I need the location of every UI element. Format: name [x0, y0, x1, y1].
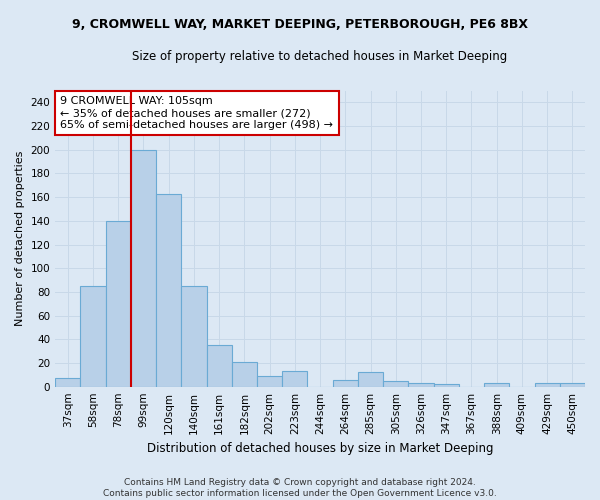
- Bar: [206, 345, 232, 387]
- Bar: [181, 286, 206, 386]
- Bar: [282, 372, 307, 386]
- Text: 9 CROMWELL WAY: 105sqm
← 35% of detached houses are smaller (272)
65% of semi-de: 9 CROMWELL WAY: 105sqm ← 35% of detached…: [61, 96, 334, 130]
- Bar: [358, 372, 383, 386]
- Bar: [383, 381, 409, 386]
- Bar: [156, 194, 181, 386]
- Bar: [484, 383, 509, 386]
- Bar: [232, 362, 257, 386]
- Bar: [131, 150, 156, 386]
- Text: Contains HM Land Registry data © Crown copyright and database right 2024.
Contai: Contains HM Land Registry data © Crown c…: [103, 478, 497, 498]
- Bar: [106, 221, 131, 386]
- Bar: [560, 383, 585, 386]
- Bar: [55, 378, 80, 386]
- Y-axis label: Number of detached properties: Number of detached properties: [15, 151, 25, 326]
- Bar: [535, 383, 560, 386]
- Bar: [80, 286, 106, 386]
- Title: Size of property relative to detached houses in Market Deeping: Size of property relative to detached ho…: [133, 50, 508, 63]
- Text: 9, CROMWELL WAY, MARKET DEEPING, PETERBOROUGH, PE6 8BX: 9, CROMWELL WAY, MARKET DEEPING, PETERBO…: [72, 18, 528, 30]
- Bar: [332, 380, 358, 386]
- Bar: [257, 376, 282, 386]
- Bar: [409, 383, 434, 386]
- Bar: [434, 384, 459, 386]
- X-axis label: Distribution of detached houses by size in Market Deeping: Distribution of detached houses by size …: [147, 442, 493, 455]
